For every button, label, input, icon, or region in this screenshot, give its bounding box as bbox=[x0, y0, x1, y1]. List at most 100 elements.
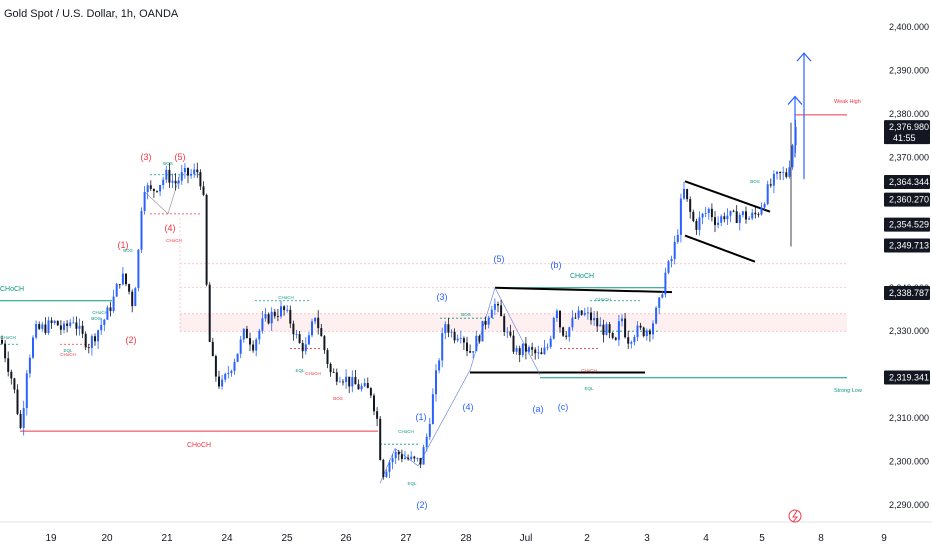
candle-body bbox=[168, 169, 171, 183]
candle-body bbox=[249, 338, 251, 345]
candle-body bbox=[211, 341, 214, 357]
candle-body bbox=[270, 311, 273, 324]
candle-body bbox=[407, 457, 410, 459]
price-tag-label: 2,349.713 bbox=[889, 241, 929, 251]
candle-body bbox=[555, 310, 558, 319]
candle-body bbox=[332, 372, 335, 373]
candle-body bbox=[720, 216, 723, 223]
candle-body bbox=[112, 296, 115, 312]
candle-body bbox=[698, 217, 701, 230]
candle-body bbox=[311, 321, 313, 336]
candle-body bbox=[459, 338, 462, 340]
candle-body bbox=[292, 323, 295, 335]
candle-body bbox=[531, 347, 534, 350]
candles bbox=[1, 119, 797, 480]
candle-body bbox=[596, 318, 599, 327]
candle-body bbox=[373, 395, 375, 412]
lightning-icon-bolt bbox=[792, 510, 799, 523]
candle-body bbox=[568, 327, 571, 337]
candle-body bbox=[745, 211, 747, 220]
candle-body bbox=[162, 179, 165, 185]
x-tick-label: 5 bbox=[759, 533, 765, 544]
candle-body bbox=[298, 334, 301, 344]
candle-body bbox=[400, 454, 403, 459]
structure-mini-label: EQL bbox=[295, 368, 305, 373]
candle-body bbox=[72, 322, 75, 324]
candle-body bbox=[645, 330, 648, 337]
candle-body bbox=[447, 324, 450, 333]
wave-label-blue: (5) bbox=[494, 254, 505, 264]
x-tick-label: 28 bbox=[460, 533, 472, 544]
candle-body bbox=[475, 335, 478, 352]
candle-body bbox=[586, 312, 589, 314]
candle-body bbox=[763, 203, 766, 208]
x-tick-label: 4 bbox=[703, 533, 709, 544]
x-tick-label: 9 bbox=[881, 533, 887, 544]
x-tick-label: 19 bbox=[45, 533, 57, 544]
price-tag-label: 2,364.344 bbox=[889, 177, 929, 187]
candle-body bbox=[717, 222, 720, 225]
wave-label-red: (4) bbox=[165, 223, 176, 233]
candle-body bbox=[599, 324, 602, 327]
wave-label-blue: (c) bbox=[558, 402, 569, 412]
candle-body bbox=[735, 211, 738, 223]
target-arrow-small-head bbox=[787, 95, 803, 105]
candle-body bbox=[87, 347, 90, 349]
candle-body bbox=[543, 347, 546, 355]
candle-body bbox=[707, 208, 710, 214]
candle-body bbox=[503, 316, 506, 332]
candle-body bbox=[323, 336, 326, 351]
candle-body bbox=[472, 351, 475, 353]
candle-body bbox=[738, 214, 741, 223]
candle-body bbox=[521, 343, 524, 355]
candle-body bbox=[159, 184, 162, 192]
candle-body bbox=[242, 328, 245, 340]
candle-body bbox=[360, 386, 363, 390]
structure-mini-label: BOS bbox=[333, 396, 343, 401]
candle-body bbox=[245, 328, 248, 339]
y-tick-label: 2,390.000 bbox=[889, 66, 929, 76]
candle-body bbox=[280, 306, 282, 317]
candle-body bbox=[202, 186, 205, 195]
wave-label-red: (5) bbox=[175, 152, 186, 162]
x-tick-label: 2 bbox=[584, 533, 590, 544]
choch-label-bull-left: CHoCH bbox=[0, 286, 24, 293]
candle-body bbox=[7, 358, 10, 372]
candle-body bbox=[137, 249, 140, 289]
candle-body bbox=[673, 241, 676, 259]
candle-body bbox=[714, 217, 716, 225]
price-tag bbox=[884, 370, 930, 385]
candle-body bbox=[230, 370, 233, 373]
candle-body bbox=[41, 324, 44, 329]
price-tag-label: 2,354.529 bbox=[889, 220, 929, 230]
x-tick-label: 20 bbox=[101, 533, 113, 544]
wave-label-blue: (a) bbox=[533, 404, 544, 414]
candle-body bbox=[766, 184, 769, 204]
structure-mini-label: BOS bbox=[123, 248, 133, 253]
structure-mini-label: CHoCH bbox=[60, 352, 76, 357]
candle-body bbox=[13, 378, 16, 390]
wave-label-blue: (1) bbox=[416, 412, 427, 422]
candle-body bbox=[772, 173, 775, 186]
candle-body bbox=[627, 337, 630, 344]
candle-body bbox=[490, 309, 493, 318]
candle-body bbox=[636, 325, 639, 338]
candle-body bbox=[218, 376, 220, 387]
candle-body bbox=[565, 335, 568, 337]
candle-body bbox=[534, 349, 537, 354]
candle-body bbox=[484, 321, 487, 325]
candle-body bbox=[524, 343, 527, 352]
candle-body bbox=[1, 339, 3, 344]
candle-body bbox=[146, 185, 149, 193]
candle-body bbox=[723, 216, 726, 220]
candle-body bbox=[658, 297, 661, 308]
candle-body bbox=[205, 194, 208, 285]
candle-body bbox=[239, 339, 242, 354]
candle-body bbox=[22, 408, 25, 428]
candle-body bbox=[44, 324, 47, 333]
candle-body bbox=[140, 211, 143, 250]
candle-body bbox=[593, 318, 596, 321]
price-tag bbox=[884, 217, 930, 232]
